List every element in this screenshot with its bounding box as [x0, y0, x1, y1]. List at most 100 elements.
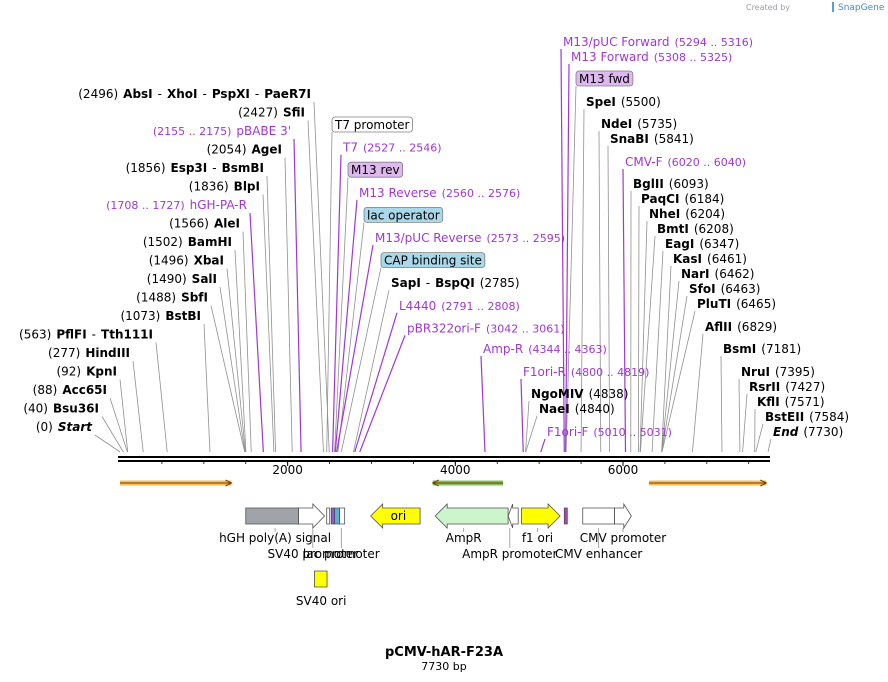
- primer-label: (2573 .. 2595): [487, 232, 566, 245]
- site-position: (5735): [637, 117, 677, 131]
- site-sapi: SapI - BspQI (2785): [391, 276, 520, 290]
- enzyme-name: AleI: [214, 217, 240, 231]
- enzyme-name: Tth111I: [101, 328, 153, 342]
- enzyme-name: BmtI: [657, 222, 689, 236]
- site-position: (2427): [238, 106, 278, 120]
- site-t7-promoter: T7 promoter: [331, 116, 413, 133]
- site-position: (7571): [785, 395, 825, 409]
- enzyme-name: RsrII: [749, 380, 780, 394]
- site-xbai: (1496) XbaI: [149, 254, 224, 268]
- enzyme-name: BstEII: [765, 410, 804, 424]
- enzyme-name: SalI: [192, 272, 217, 286]
- feature-tag-box: [575, 70, 634, 87]
- axis-ticks: 2000 4000 6000: [161, 461, 750, 477]
- site-nrui: NruI (7395): [741, 365, 815, 379]
- site-position: (6463): [721, 282, 761, 296]
- site-paqci: PaqCI (6184): [641, 192, 724, 206]
- site-m13-reverse: M13 Reverse (2560 .. 2576): [359, 186, 520, 200]
- enzyme-name: PspXI: [212, 87, 250, 101]
- site-connector: [234, 249, 247, 453]
- primer-label: Amp-R: [483, 342, 523, 356]
- feature-m13-fwd: [563, 507, 568, 525]
- site-position: (6204): [685, 207, 725, 221]
- feature-label-hgh-poly-a-signal: hGH poly(A) signal: [219, 531, 331, 545]
- site-position: (0): [36, 420, 53, 434]
- site-connector: [525, 400, 530, 453]
- enzyme-name: PluTI: [697, 297, 731, 311]
- primer-connector: [560, 48, 565, 453]
- primer-connector: [480, 355, 486, 453]
- primer-label: (4344 .. 4363): [528, 343, 607, 356]
- site-hindiii: (277) HindIII: [48, 346, 130, 360]
- site-pluti: PluTI (6465): [697, 297, 776, 311]
- site-m13-forward: M13 Forward (5308 .. 5325): [571, 50, 732, 64]
- site-connector: [640, 235, 656, 453]
- feature-sv40-promoter: [298, 503, 326, 529]
- enzyme-name: SfoI: [689, 282, 716, 296]
- site-connector: [767, 438, 772, 453]
- site-position: (277): [48, 346, 80, 360]
- site-position: (6093): [669, 177, 709, 191]
- site-pbabe-3: (2155 .. 2175) pBABE 3': [153, 124, 291, 138]
- site-t7: T7 (2527 .. 2546): [342, 141, 442, 155]
- site-nhei: NheI (6204): [649, 207, 725, 221]
- primer-label: pBABE 3': [236, 124, 291, 138]
- site-l4440: L4440 (2791 .. 2808): [399, 299, 520, 313]
- primer-label: T7: [342, 141, 358, 155]
- enzyme-name: NheI: [649, 207, 680, 221]
- site-aflii: AflII (6829): [705, 320, 777, 334]
- site-connector: [313, 101, 330, 453]
- site-position: (563): [19, 328, 51, 342]
- primer-connector: [540, 438, 546, 453]
- enzyme-name: AgeI: [252, 143, 282, 157]
- site-position: (5500): [621, 95, 661, 109]
- enzyme-name: NaeI: [539, 402, 570, 416]
- feature-hgh-poly-a-signal: [245, 507, 299, 525]
- site-ndei: NdeI (5735): [601, 117, 677, 131]
- plasmid-name: pCMV-hAR-F23A: [385, 645, 503, 660]
- feature-tag-box: [380, 252, 486, 269]
- enzyme-name: XhoI: [167, 87, 198, 101]
- site-rsrii: RsrII (7427): [749, 380, 825, 394]
- site-connector: [661, 280, 680, 453]
- feature-label-ampr: AmpR: [446, 531, 482, 545]
- orf-arrows: [120, 479, 768, 487]
- site-m13-fwd: M13 fwd: [575, 70, 634, 87]
- primer-label: (2155 .. 2175): [153, 125, 232, 138]
- primer-connector: [331, 154, 342, 453]
- site-position: -: [212, 161, 216, 175]
- site-cap-binding-site: CAP binding site: [380, 252, 486, 269]
- site-position: (2496): [78, 87, 118, 101]
- site-connector: [525, 415, 538, 453]
- primer-connector: [520, 378, 524, 453]
- primer-connector: [565, 63, 570, 453]
- axis-tick-label: 6000: [608, 463, 639, 477]
- site-connector: [580, 108, 585, 453]
- site-acc65i: (88) Acc65I: [33, 383, 107, 397]
- site-position: (7730): [803, 425, 843, 439]
- primer-label: (2527 .. 2546): [363, 142, 442, 155]
- site-tth111i: (563) PflFI - Tth111I: [19, 328, 153, 342]
- site-connector: [598, 130, 602, 453]
- enzyme-name: Bsu36I: [53, 402, 99, 416]
- primer-label: M13 Forward: [571, 50, 649, 64]
- site-connector: [334, 177, 349, 453]
- site-position: -: [426, 276, 430, 290]
- feature-label-sv40-promoter: SV40 promoter: [268, 547, 359, 561]
- site-position: (6208): [694, 222, 734, 236]
- enzyme-name: SbfI: [181, 291, 208, 305]
- site-connector: [692, 333, 704, 453]
- feature-label-sv40-ori: SV40 ori: [296, 594, 347, 608]
- site-m13-rev: M13 rev: [347, 161, 403, 178]
- site-connector: [326, 131, 333, 453]
- site-labels: (2496) AbsI - XhoI - PspXI - PaeR7I (2427)…: [19, 35, 849, 439]
- site-connector: [340, 267, 382, 453]
- enzyme-name: HindIII: [85, 346, 130, 360]
- feature-label-cmv-enhancer: CMV enhancer: [555, 547, 642, 561]
- site-connector: [101, 416, 124, 453]
- site-connector-lines: [94, 48, 772, 453]
- axis-tick-label: 2000: [272, 463, 303, 477]
- enzyme-name: Acc65I: [62, 383, 107, 397]
- site-connector: [755, 423, 764, 453]
